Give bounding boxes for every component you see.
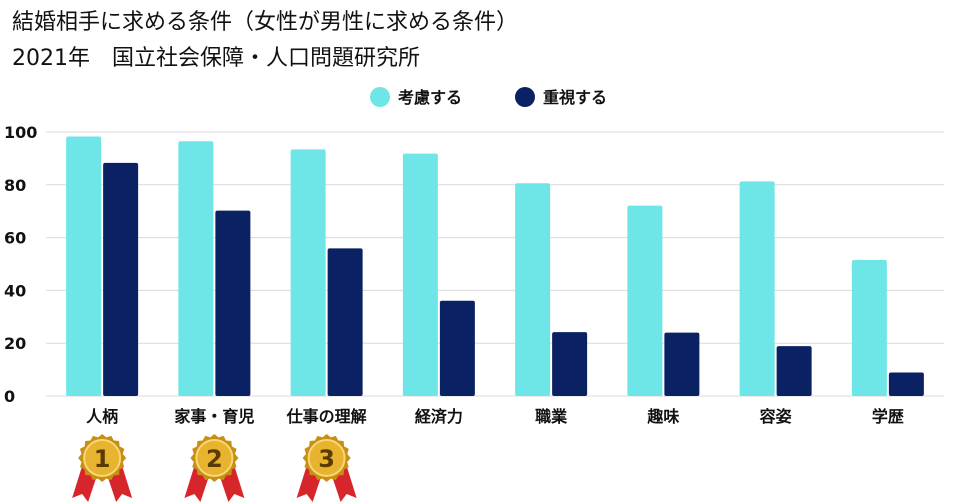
bar — [776, 346, 812, 396]
medal-face — [83, 439, 122, 477]
y-tick-label: 20 — [4, 334, 26, 353]
bar — [215, 210, 251, 396]
medal-rank-label: 1 — [94, 445, 111, 473]
chart-subtitle: 2021年 国立社会保障・人口問題研究所 — [12, 46, 420, 71]
medal-face — [307, 439, 346, 477]
x-category-label: 学歴 — [872, 407, 904, 426]
medal-face — [195, 439, 234, 477]
medal-rank-label: 2 — [206, 445, 223, 473]
legend-marker — [515, 87, 535, 107]
bar — [178, 141, 214, 396]
bar — [739, 181, 775, 396]
x-category-label: 経済力 — [415, 407, 463, 426]
bar — [439, 300, 475, 396]
bar — [66, 136, 102, 396]
bar — [402, 153, 438, 396]
x-category-label: 家事・育児 — [174, 407, 254, 426]
bar — [515, 183, 551, 396]
bar — [851, 260, 887, 396]
x-category-label: 容姿 — [759, 407, 792, 426]
y-tick-label: 80 — [4, 176, 26, 195]
medal-rank-label: 3 — [318, 445, 335, 473]
x-category-label: 趣味 — [646, 407, 679, 426]
y-tick-label: 60 — [4, 229, 26, 248]
x-category-label: 職業 — [535, 407, 568, 426]
chart-title: 結婚相手に求める条件（女性が男性に求める条件） — [12, 10, 519, 35]
bar — [327, 248, 363, 396]
bar — [888, 372, 924, 396]
bar — [552, 332, 588, 396]
legend-label: 考慮する — [398, 88, 462, 107]
legend-marker — [370, 87, 390, 107]
x-category-label: 人柄 — [86, 407, 118, 426]
bar — [627, 205, 663, 396]
y-tick-label: 40 — [4, 281, 26, 300]
y-tick-label: 100 — [4, 123, 37, 142]
bar — [290, 149, 326, 396]
y-tick-label: 0 — [4, 387, 15, 406]
bar — [664, 332, 700, 396]
bar — [103, 162, 139, 396]
legend-label: 重視する — [543, 88, 607, 107]
x-category-label: 仕事の理解 — [286, 407, 367, 426]
